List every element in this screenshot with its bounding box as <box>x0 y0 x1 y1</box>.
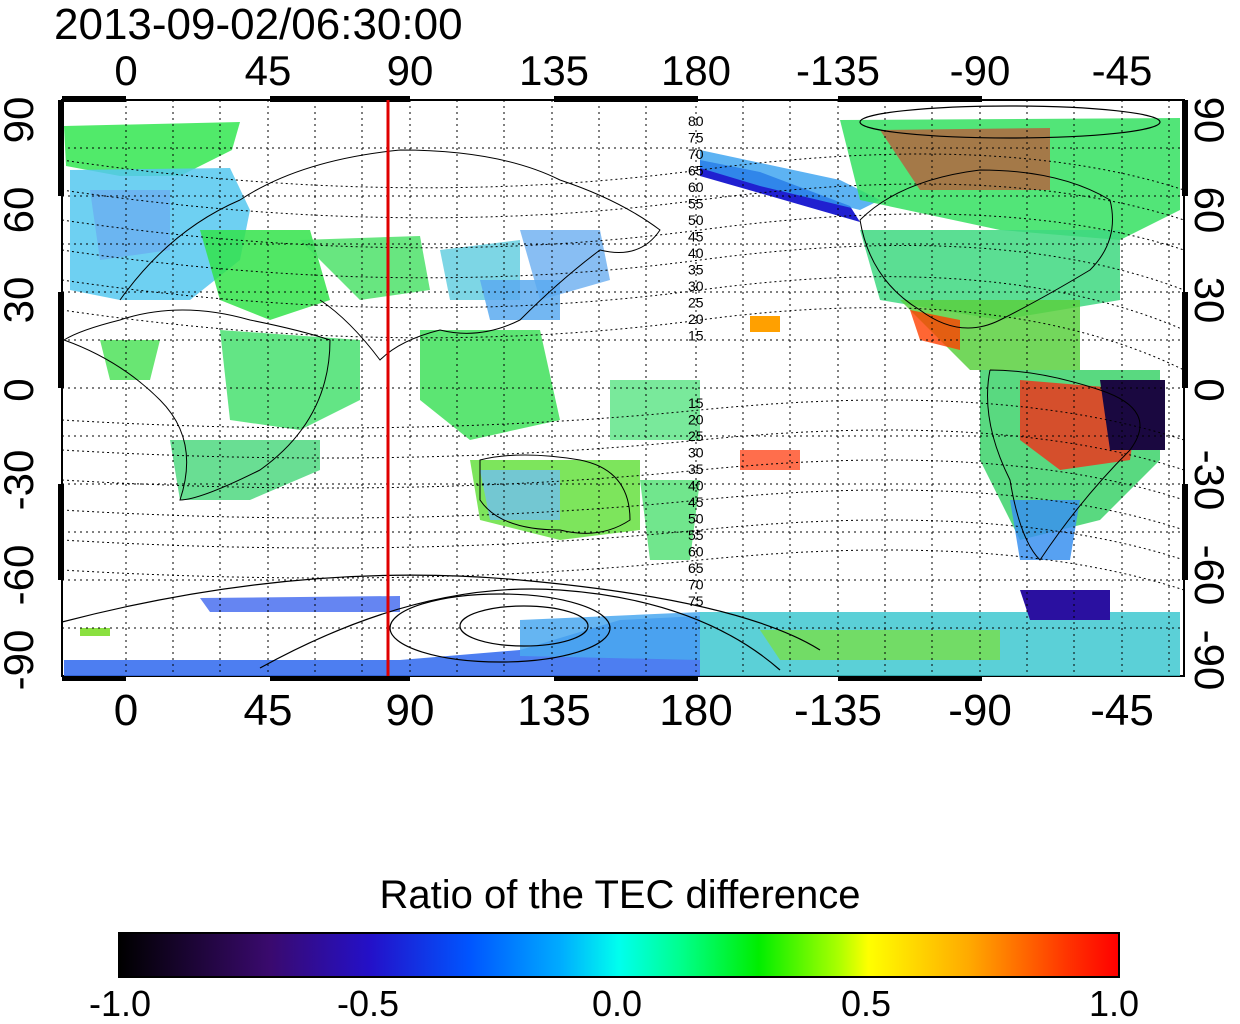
contour-label-north-80: 80 <box>688 113 704 129</box>
contour-label-north-55: 55 <box>688 196 704 212</box>
tick-bottom-1: 45 <box>243 686 293 735</box>
tick-top-6: -90 <box>949 47 1011 94</box>
tick-left-0: 90 <box>0 96 42 144</box>
magnetic-contours <box>61 153 1185 591</box>
contour-label-south-70: 70 <box>688 577 704 593</box>
contour-label-south-35: 35 <box>688 461 704 477</box>
contour-label-north-70: 70 <box>688 146 704 162</box>
tick-left-4: -30 <box>0 449 42 511</box>
contour-label-south-50: 50 <box>688 511 704 527</box>
contour-label-north-45: 45 <box>688 229 704 245</box>
contour-label-north-15: 15 <box>688 328 704 344</box>
tick-bottom-2: 90 <box>385 686 435 735</box>
tick-bottom-4: 180 <box>659 686 733 735</box>
contour-label-north-30: 30 <box>688 278 704 294</box>
colorbar-tick-3: 0.5 <box>840 983 892 1024</box>
contour-label-south-45: 45 <box>688 494 704 510</box>
contour-labels: 8075706560555045403530252015152025303540… <box>688 113 704 609</box>
contour-label-north-35: 35 <box>688 262 704 278</box>
tick-bottom-3: 135 <box>517 686 591 735</box>
tick-right-2: 30 <box>1186 276 1233 324</box>
contour-label-south-55: 55 <box>688 527 704 543</box>
contour-label-south-30: 30 <box>688 445 704 461</box>
contour-label-north-65: 65 <box>688 163 704 179</box>
tick-bottom-5: -135 <box>793 686 883 735</box>
tick-right-6: -90 <box>1186 629 1233 691</box>
contour-label-south-75: 75 <box>688 593 704 609</box>
contour-label-north-20: 20 <box>688 311 704 327</box>
contour-label-north-40: 40 <box>688 245 704 261</box>
colorbar <box>118 932 1120 978</box>
contour-label-north-60: 60 <box>688 179 704 195</box>
tick-right-4: -30 <box>1186 449 1233 511</box>
tick-top-4: 180 <box>660 47 732 94</box>
contour-label-north-25: 25 <box>688 295 704 311</box>
tick-bottom-0: 0 <box>113 686 139 735</box>
colorbar-tick-2: 0.0 <box>591 983 643 1024</box>
tick-left-6: -90 <box>0 629 42 691</box>
contour-label-south-20: 20 <box>688 412 704 428</box>
coastlines <box>63 149 1141 561</box>
colorbar-title: Ratio of the TEC difference <box>379 873 861 917</box>
contour-label-south-60: 60 <box>688 544 704 560</box>
tick-top-7: -45 <box>1091 47 1153 94</box>
tick-right-1: 60 <box>1186 186 1233 234</box>
tick-left-1: 60 <box>0 186 42 234</box>
tick-top-0: 0 <box>114 47 138 94</box>
tick-left-5: -60 <box>0 544 42 606</box>
colorbar-tick-0: -1.0 <box>88 983 152 1024</box>
contour-label-south-25: 25 <box>688 428 704 444</box>
graticule <box>62 100 1184 676</box>
contour-label-north-50: 50 <box>688 212 704 228</box>
tick-bottom-6: -90 <box>948 686 1012 735</box>
magnetic-pole-contours <box>61 105 1161 671</box>
tick-right-0: 90 <box>1186 96 1233 144</box>
tick-bottom-7: -45 <box>1090 686 1154 735</box>
frame-ticks <box>58 96 1188 681</box>
tick-left-2: 30 <box>0 276 42 324</box>
contour-label-south-40: 40 <box>688 478 704 494</box>
contour-label-south-65: 65 <box>688 560 704 576</box>
tick-top-2: 90 <box>386 47 434 94</box>
tick-right-5: -60 <box>1186 544 1233 606</box>
colorbar-tick-4: 1.0 <box>1088 983 1140 1024</box>
tec-map: 8075706560555045403530252015152025303540… <box>58 96 1188 681</box>
tick-top-1: 45 <box>244 47 292 94</box>
colorbar-tick-1: -0.5 <box>336 983 400 1024</box>
contour-label-north-75: 75 <box>688 130 704 146</box>
tick-right-3: 0 <box>1186 378 1233 402</box>
tick-top-3: 135 <box>518 47 590 94</box>
map-timestamp: 2013-09-02/06:30:00 <box>54 0 463 49</box>
tick-top-5: -135 <box>795 47 881 94</box>
contour-label-south-15: 15 <box>688 395 704 411</box>
tick-left-3: 0 <box>0 345 42 435</box>
